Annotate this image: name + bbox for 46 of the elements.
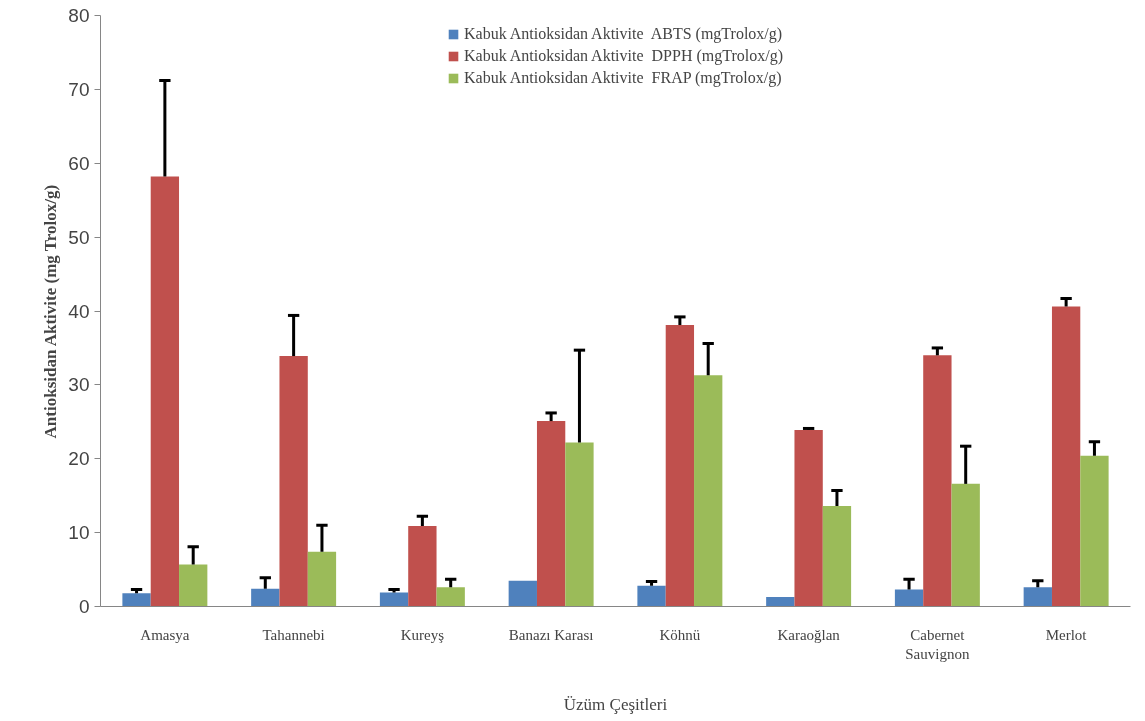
y-tick-label: 20 (68, 448, 90, 470)
bar (251, 588, 280, 607)
bar (150, 176, 180, 607)
y-tick-label: 70 (68, 78, 90, 100)
x-tick-label: Banazı Karası (508, 626, 594, 643)
x-tick-label: Köhnü (659, 626, 701, 643)
bar (665, 325, 695, 607)
bar (508, 580, 537, 607)
bar (122, 593, 151, 607)
bar (379, 592, 409, 607)
bar (1080, 455, 1109, 607)
bar (894, 589, 924, 607)
bar (794, 429, 823, 607)
x-tick-label: Tahannebi (262, 626, 325, 643)
bar (279, 356, 308, 607)
x-tick-label: Amasya (140, 626, 190, 643)
bar (536, 421, 566, 607)
y-axis-title: Antioksidan Aktivite (mg Trolox/g) (41, 184, 61, 439)
legend-label: Kabuk Antioksidan Aktivite ABTS (mgTrolox/g) (464, 25, 783, 43)
x-tick-label: Cabernet Sauvignon (905, 626, 970, 662)
bar (408, 525, 437, 607)
bar (822, 506, 852, 607)
bar (565, 442, 594, 607)
bar (179, 564, 208, 607)
bar (766, 596, 795, 607)
legend-label: Kabuk Antioksidan Aktivite FRAP (mgTrolox/g) (464, 69, 782, 87)
bar (436, 587, 465, 607)
y-tick-label: 80 (68, 5, 90, 26)
y-tick-label: 60 (68, 152, 90, 174)
y-tick-label: 10 (68, 522, 90, 544)
bar (307, 551, 337, 607)
bar (1023, 587, 1052, 607)
x-tick-label: Karaoğlan (777, 626, 841, 643)
bar (923, 355, 952, 607)
bar (694, 375, 723, 607)
y-tick-label: 50 (68, 226, 90, 248)
y-tick-label: 30 (68, 374, 90, 396)
x-axis-title: Üzüm Çeşitleri (563, 694, 668, 714)
y-tick-label: 0 (78, 596, 90, 617)
legend-label: Kabuk Antioksidan Aktivite DPPH (mgTrolox/g) (464, 47, 783, 65)
y-tick-label: 40 (68, 300, 90, 322)
bar (1051, 306, 1081, 607)
x-tick-label: Merlot (1045, 626, 1088, 643)
bar (951, 483, 980, 607)
x-tick-label: Kureyş (400, 626, 445, 643)
bar (637, 585, 666, 607)
